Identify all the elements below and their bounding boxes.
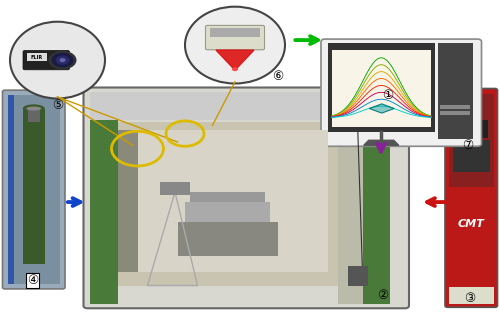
Text: FLIR: FLIR bbox=[30, 55, 42, 59]
Circle shape bbox=[232, 67, 238, 71]
Circle shape bbox=[48, 51, 76, 69]
Bar bbox=[452, 140, 490, 172]
Bar bbox=[328, 43, 435, 132]
Bar bbox=[185, 202, 270, 222]
FancyBboxPatch shape bbox=[445, 89, 498, 307]
Polygon shape bbox=[216, 50, 254, 70]
FancyBboxPatch shape bbox=[206, 25, 264, 50]
FancyBboxPatch shape bbox=[321, 39, 482, 146]
FancyBboxPatch shape bbox=[23, 50, 70, 70]
Text: ①: ① bbox=[382, 89, 393, 102]
Bar bbox=[118, 122, 338, 286]
FancyBboxPatch shape bbox=[2, 90, 65, 289]
Bar bbox=[338, 120, 362, 304]
Bar bbox=[440, 105, 470, 109]
Circle shape bbox=[52, 53, 74, 67]
Ellipse shape bbox=[23, 104, 45, 113]
Bar bbox=[160, 182, 190, 195]
Text: ⑤: ⑤ bbox=[52, 99, 63, 112]
Bar bbox=[90, 92, 402, 120]
Bar bbox=[90, 120, 118, 304]
Bar bbox=[118, 122, 338, 279]
FancyBboxPatch shape bbox=[84, 88, 409, 308]
Bar bbox=[332, 50, 431, 127]
Text: ⑦: ⑦ bbox=[462, 139, 473, 152]
Text: ②: ② bbox=[377, 289, 388, 302]
Bar bbox=[348, 266, 368, 286]
Bar bbox=[449, 287, 494, 304]
Polygon shape bbox=[370, 104, 394, 113]
Bar bbox=[438, 43, 472, 139]
Bar bbox=[362, 120, 390, 304]
Text: ⑥: ⑥ bbox=[272, 70, 283, 83]
Ellipse shape bbox=[10, 22, 105, 99]
Bar bbox=[455, 120, 488, 138]
Ellipse shape bbox=[26, 107, 41, 111]
Polygon shape bbox=[364, 140, 399, 145]
Bar bbox=[118, 130, 138, 272]
Bar bbox=[23, 109, 45, 264]
Bar bbox=[449, 95, 494, 187]
Circle shape bbox=[56, 55, 70, 65]
Bar bbox=[190, 192, 265, 202]
Text: ③: ③ bbox=[464, 293, 475, 305]
Circle shape bbox=[60, 58, 66, 62]
Bar bbox=[440, 111, 470, 115]
Bar bbox=[178, 222, 278, 256]
Ellipse shape bbox=[185, 7, 285, 84]
Bar bbox=[28, 107, 40, 122]
Bar bbox=[138, 130, 328, 272]
Text: CMT: CMT bbox=[458, 219, 484, 229]
Bar bbox=[8, 95, 60, 284]
Text: ④: ④ bbox=[27, 274, 38, 287]
Bar bbox=[26, 53, 46, 61]
Bar bbox=[210, 28, 260, 37]
Bar bbox=[8, 95, 14, 284]
